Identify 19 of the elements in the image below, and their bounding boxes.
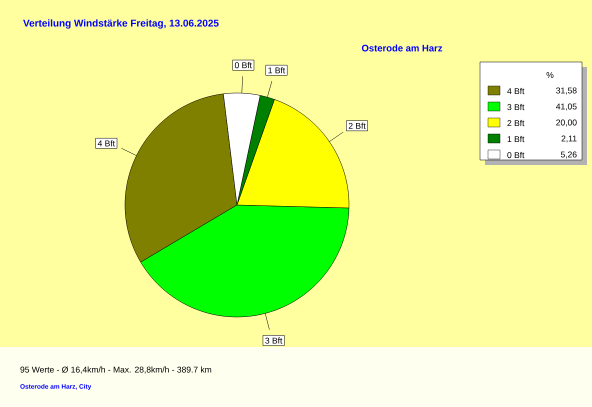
legend-label: 1 Bft [508,136,524,142]
data-label: 41,05 [556,104,577,110]
slice-label: 3 Bft [265,337,282,344]
chart-subtitle: Osterode am Harz [362,44,442,52]
legend-label: 0 Bft [507,152,524,158]
slice-label: 4 Bft [98,140,115,146]
text: 95 Werte - Ø 16,4km/h - Max. 28,8km/h - 389.7 km [20,366,212,374]
slice-label: 1 Bft [268,67,286,74]
data-label: 2,11 [562,136,577,142]
legend-label: 3 Bft [507,104,524,110]
data-label: 31,58 [556,88,577,94]
legend-label: 2 Bft [507,120,524,126]
legend-title: % [546,72,554,78]
slice-label: 0 Bft [234,62,252,68]
data-label: 20,00 [556,120,577,126]
chart-title: Verteilung Windstärke Freitag, 13.06.2025 [23,19,219,29]
legend-label: 4 Bft [507,88,524,94]
data-label: 5,26 [560,152,577,158]
slice-label: 2 Bft [348,122,366,129]
